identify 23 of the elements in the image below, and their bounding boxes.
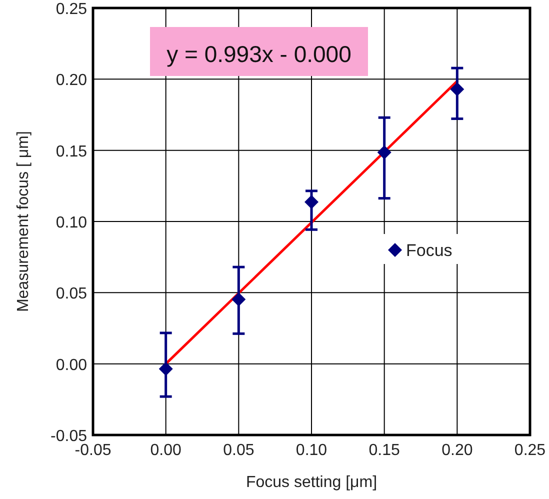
x-tick-label: 0.00 bbox=[150, 442, 182, 459]
y-tick-label: 0.25 bbox=[56, 1, 88, 18]
y-axis-title: Measurement focus [ μm] bbox=[15, 131, 32, 312]
y-tick-label: 0.05 bbox=[56, 286, 88, 303]
x-tick-label: 0.05 bbox=[223, 442, 254, 459]
point bbox=[450, 82, 464, 96]
y-tick-label: 0.20 bbox=[56, 72, 88, 90]
x-tick-label: 0.25 bbox=[514, 442, 546, 459]
y-tick-label: -0.05 bbox=[50, 428, 88, 445]
point bbox=[158, 362, 173, 376]
point bbox=[377, 145, 392, 160]
x-axis-title: Focus setting [μm] bbox=[246, 474, 378, 491]
x-tick-label: 0.15 bbox=[368, 442, 400, 459]
point bbox=[232, 292, 246, 306]
y-tick-label: 0.10 bbox=[56, 214, 88, 232]
point bbox=[304, 195, 318, 209]
y-tick-label: 0.15 bbox=[56, 143, 88, 160]
legend-label: Focus bbox=[406, 241, 452, 260]
y-tick-label: 0.00 bbox=[56, 356, 88, 374]
annotation: y = 0.993x - 0.000 bbox=[166, 41, 352, 67]
x-tick-label: 0.20 bbox=[442, 442, 473, 459]
x-tick-label: 0.10 bbox=[296, 442, 328, 459]
x-tick-label: -0.05 bbox=[74, 442, 112, 459]
